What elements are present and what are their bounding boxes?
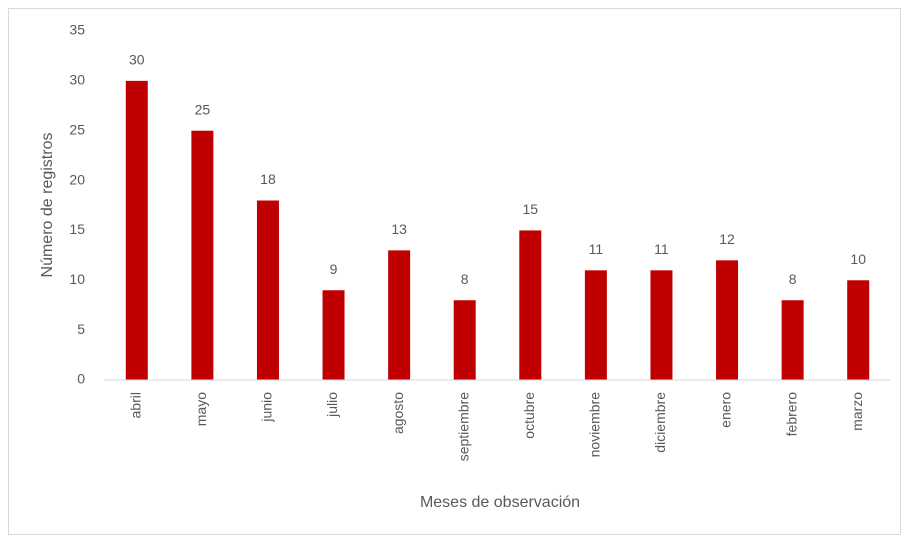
y-tick-label: 30 xyxy=(69,72,85,88)
x-tick-label: mayo xyxy=(193,392,209,426)
x-tick-label: diciembre xyxy=(652,392,668,453)
data-label: 11 xyxy=(654,241,669,257)
data-label: 8 xyxy=(789,271,797,287)
bar xyxy=(781,300,804,380)
bar xyxy=(322,290,345,380)
data-label: 30 xyxy=(129,52,145,68)
x-tick-label: junio xyxy=(259,392,275,423)
x-tick-label: agosto xyxy=(390,392,406,434)
y-tick-label: 25 xyxy=(69,121,85,137)
bar xyxy=(256,200,279,380)
bar xyxy=(453,300,476,380)
data-label: 8 xyxy=(461,271,469,287)
y-tick-label: 0 xyxy=(77,371,85,387)
y-tick-label: 35 xyxy=(69,22,85,38)
bar xyxy=(125,80,148,380)
bar xyxy=(716,260,739,380)
bar xyxy=(847,280,870,380)
data-label: 9 xyxy=(330,261,338,277)
data-label: 25 xyxy=(195,101,211,117)
y-tick-label: 20 xyxy=(69,171,85,187)
data-label: 12 xyxy=(719,231,735,247)
bar xyxy=(191,130,214,380)
data-label: 13 xyxy=(391,221,407,237)
bar xyxy=(519,230,542,380)
x-tick-label: abril xyxy=(127,392,143,418)
x-tick-label: septiembre xyxy=(455,392,471,461)
x-tick-label: enero xyxy=(718,392,734,428)
x-axis-label: Meses de observación xyxy=(420,494,580,511)
y-axis-label: Número de registros xyxy=(39,133,56,278)
data-label: 11 xyxy=(589,241,604,257)
bar xyxy=(388,250,411,380)
x-tick-label: marzo xyxy=(849,392,865,431)
x-tick-label: octubre xyxy=(521,392,537,439)
y-tick-label: 10 xyxy=(69,271,85,287)
y-tick-label: 15 xyxy=(69,221,85,237)
data-label: 18 xyxy=(260,171,276,187)
bar xyxy=(650,270,673,380)
x-tick-label: noviembre xyxy=(587,392,603,458)
bar xyxy=(584,270,607,380)
y-tick-label: 5 xyxy=(77,321,85,337)
data-label: 15 xyxy=(523,201,539,217)
x-tick-label: julio xyxy=(324,392,340,418)
chart-border xyxy=(8,8,901,535)
x-tick-label: febrero xyxy=(783,392,799,437)
data-label: 10 xyxy=(850,251,866,267)
